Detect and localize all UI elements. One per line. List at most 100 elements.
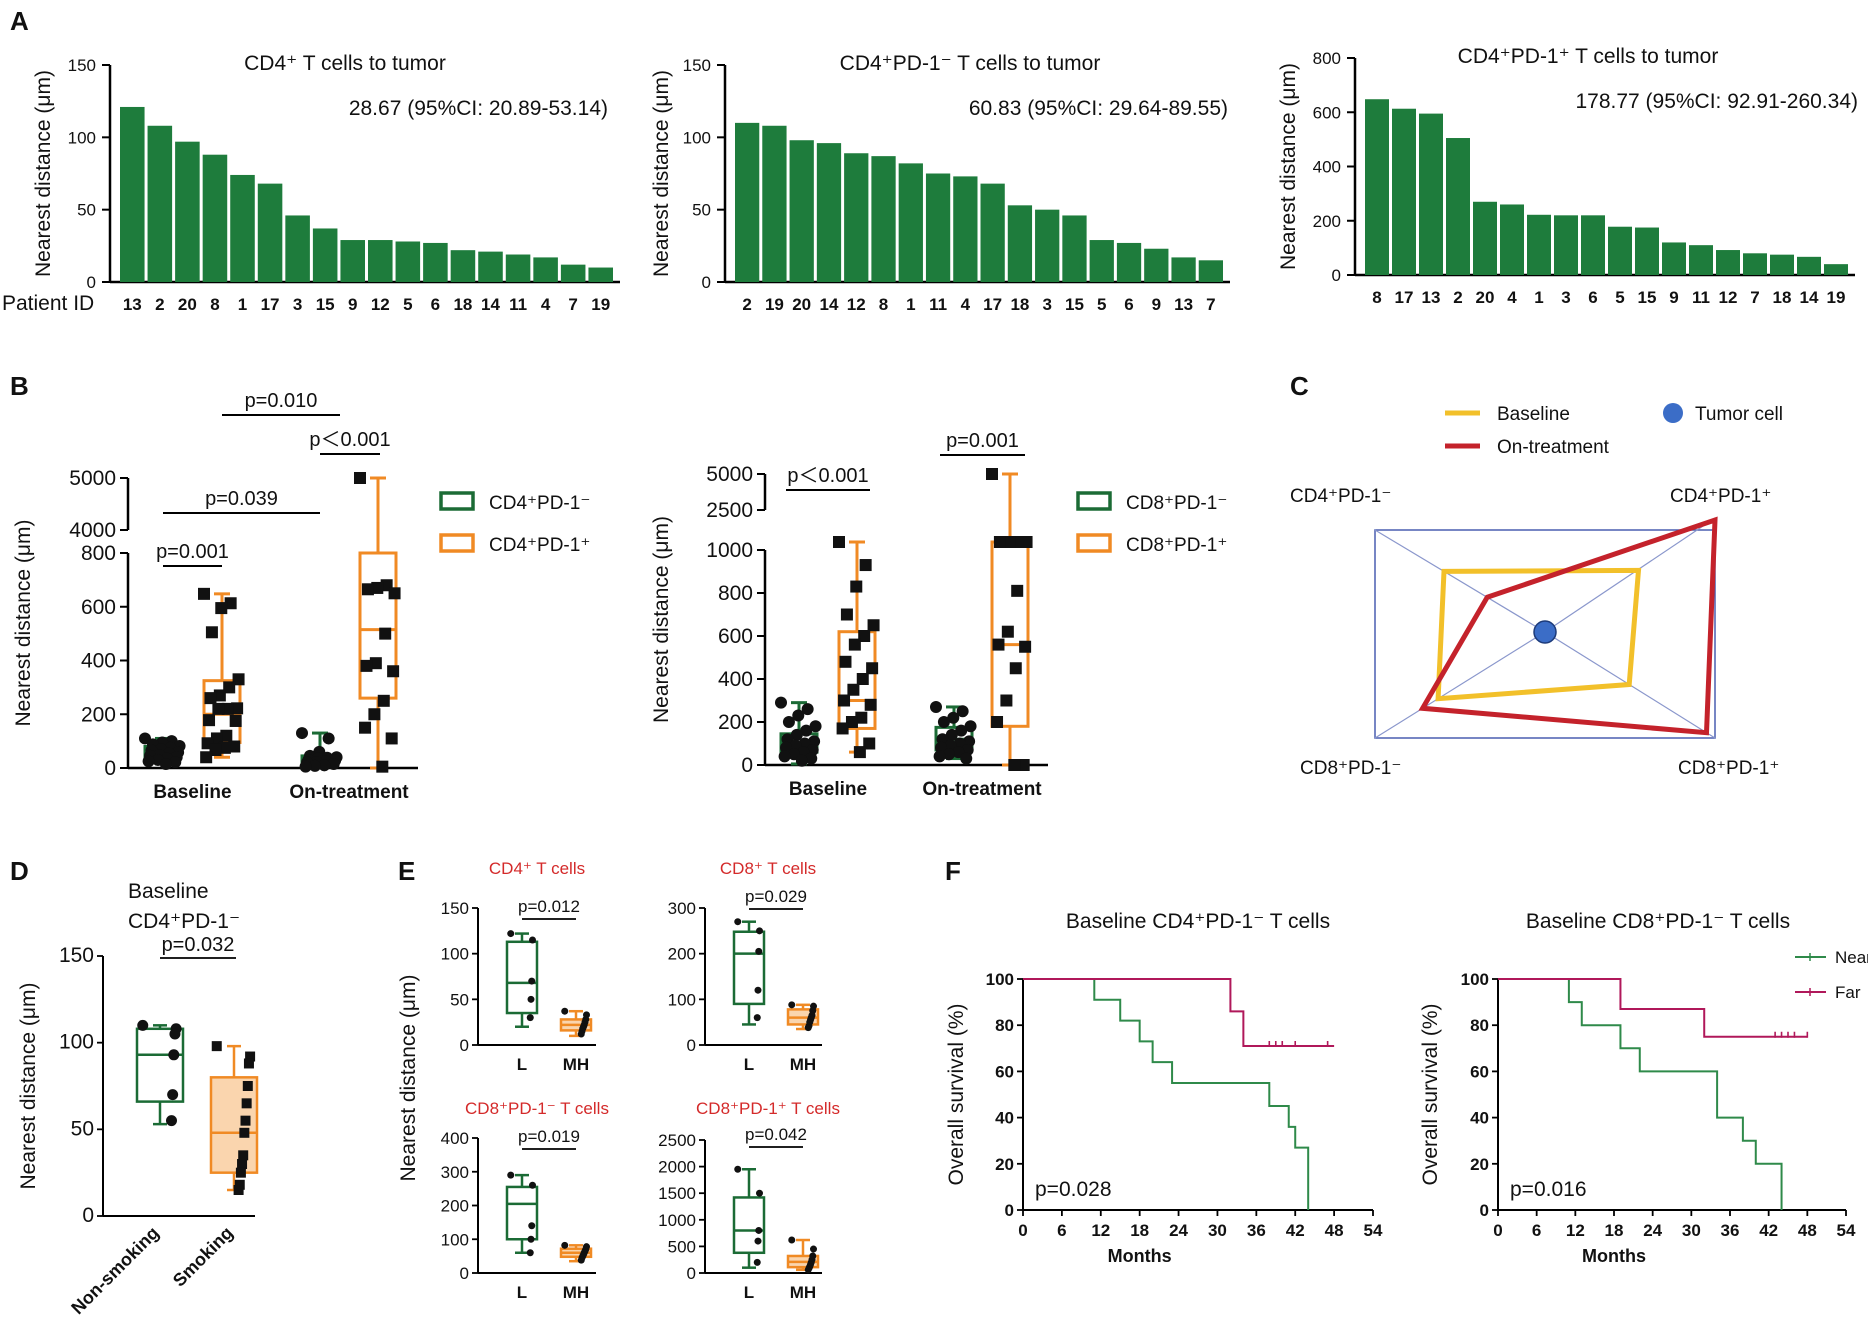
subplot-title: CD4⁺ T cells xyxy=(489,859,585,878)
x-tick-label: 8 xyxy=(210,295,219,314)
bar xyxy=(844,153,869,282)
data-point xyxy=(754,1237,762,1245)
bar xyxy=(285,215,310,282)
data-point xyxy=(168,1049,180,1061)
x-tick-label: 54 xyxy=(1837,1221,1856,1240)
y-tick-label: 20 xyxy=(995,1155,1014,1174)
data-point xyxy=(782,716,795,728)
bar xyxy=(147,125,173,282)
data-point xyxy=(800,724,813,737)
bar xyxy=(1743,253,1767,275)
x-axis-title: Patient ID xyxy=(2,292,94,315)
data-point xyxy=(220,729,233,742)
legend-swatch xyxy=(1076,491,1112,511)
y-tick-label: 0 xyxy=(460,1036,469,1055)
data-point xyxy=(756,1189,763,1197)
subplot-title: CD8⁺PD-1⁺ T cells xyxy=(696,1099,840,1118)
data-point xyxy=(318,759,331,772)
bar xyxy=(1500,204,1524,275)
box xyxy=(837,630,877,730)
data-point xyxy=(1020,536,1033,548)
x-tick-label: 12 xyxy=(1719,288,1738,307)
data-point xyxy=(755,1226,763,1234)
chart-title: Baseline CD8⁺PD-1⁻ T cells xyxy=(1526,910,1790,933)
subplot-title: CD8⁺PD-1⁻ T cells xyxy=(465,1099,609,1118)
x-tick-label: 18 xyxy=(1605,1221,1624,1240)
y-tick-label: 300 xyxy=(441,1163,469,1182)
radar-spoke xyxy=(1544,517,1716,633)
data-point xyxy=(507,930,515,938)
data-point xyxy=(859,559,872,572)
bar xyxy=(871,156,896,282)
bar xyxy=(1797,256,1821,275)
data-point xyxy=(561,1241,569,1249)
x-tick-label: 8 xyxy=(879,295,888,314)
x-tick-label: 36 xyxy=(1721,1221,1740,1240)
x-tick-label: 6 xyxy=(1532,1221,1541,1240)
data-point xyxy=(223,681,236,694)
bar xyxy=(789,140,814,282)
data-point xyxy=(528,1222,536,1230)
x-tick-label: Non-smoking xyxy=(67,1223,162,1318)
data-point xyxy=(847,683,860,696)
y-tick-label: 100 xyxy=(441,945,469,964)
data-point xyxy=(526,1249,534,1257)
data-point xyxy=(945,728,958,741)
x-tick-label: 5 xyxy=(1097,295,1106,314)
panel-label-d: D xyxy=(10,856,29,886)
data-point xyxy=(369,657,382,670)
data-point xyxy=(863,737,876,750)
x-tick-label: 5 xyxy=(1615,288,1624,307)
data-point xyxy=(788,1236,796,1244)
data-point xyxy=(955,724,968,737)
bar xyxy=(925,173,951,282)
data-point xyxy=(836,722,849,735)
data-point xyxy=(527,1235,535,1243)
bar xyxy=(1446,138,1470,275)
y-tick-label: 2000 xyxy=(658,1158,696,1177)
y-axis-title: Nearest distance (μm) xyxy=(650,70,673,277)
bar xyxy=(1089,240,1114,282)
data-point xyxy=(379,627,392,640)
y-tick-label: 100 xyxy=(986,970,1014,989)
bar xyxy=(898,163,923,282)
y-tick-label: 500 xyxy=(668,1237,696,1256)
data-point xyxy=(801,703,814,716)
y-tick-label: 60 xyxy=(1470,1062,1489,1081)
y-tick-label: 1000 xyxy=(706,539,753,562)
bar xyxy=(1365,99,1389,275)
bar xyxy=(1419,113,1443,275)
data-point xyxy=(167,1089,179,1101)
data-point xyxy=(368,708,381,721)
y-tick-label: 80 xyxy=(995,1016,1014,1035)
bar xyxy=(1689,245,1713,275)
radar-series-ontreatment xyxy=(1418,516,1718,736)
panel-label-a: A xyxy=(10,6,29,36)
y-tick-label: 0 xyxy=(741,754,753,777)
data-point xyxy=(809,720,822,733)
x-tick-label: 8 xyxy=(1372,288,1381,307)
data-point xyxy=(734,1165,742,1173)
data-point xyxy=(792,709,805,722)
y-tick-label: 200 xyxy=(441,1197,469,1216)
data-point xyxy=(239,1127,250,1138)
y-tick-label: 50 xyxy=(71,1117,94,1140)
box xyxy=(732,930,766,1006)
x-axis-title: Months xyxy=(1108,1246,1172,1266)
legend-label: Tumor cell xyxy=(1695,404,1783,425)
data-point xyxy=(205,626,218,639)
y-tick-label: 400 xyxy=(441,1129,469,1148)
data-point xyxy=(169,1028,181,1040)
data-point xyxy=(240,1115,251,1126)
data-point xyxy=(308,759,321,772)
data-point xyxy=(387,665,400,678)
data-point xyxy=(359,721,372,734)
data-point xyxy=(956,705,969,718)
data-point xyxy=(840,608,853,621)
y-tick-label: 150 xyxy=(68,56,96,75)
y-tick-label: 800 xyxy=(81,542,116,565)
x-tick-label: 12 xyxy=(371,295,390,314)
data-point xyxy=(142,755,155,768)
panel-label-b: B xyxy=(10,371,29,401)
data-point xyxy=(1011,584,1024,597)
